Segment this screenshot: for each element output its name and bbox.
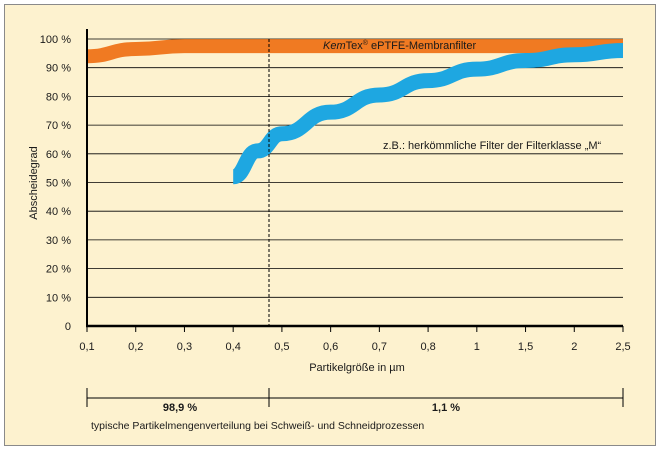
series-layer bbox=[86, 39, 624, 185]
grid-lines bbox=[87, 38, 623, 298]
x-tick-label: 0,8 bbox=[420, 341, 435, 353]
x-tick-label: 0,6 bbox=[323, 341, 338, 353]
y-tick-label: 20 % bbox=[46, 264, 71, 276]
x-tick-label: 0,2 bbox=[128, 341, 143, 353]
distribution-right-value: 1,1 % bbox=[432, 402, 460, 414]
x-tick-label: 0,4 bbox=[226, 341, 241, 353]
distribution-bar: 98,9 % 1,1 % typische Partikelmengenvert… bbox=[86, 388, 624, 432]
x-tick-label: 2 bbox=[571, 341, 577, 353]
y-tick-label: 0 bbox=[65, 321, 71, 333]
x-tick-label: 0,3 bbox=[177, 341, 192, 353]
axes bbox=[86, 29, 623, 328]
legend-m-filter: z.B.: herkömmliche Filter der Filterklas… bbox=[383, 140, 602, 152]
y-axis-label: Abscheidegrad bbox=[28, 146, 40, 219]
chart-svg: 0 10 % 20 % 30 % 40 % 50 % 60 % 70 % 80 % 90 % 100… bbox=[28, 29, 631, 432]
y-tick-label: 30 % bbox=[46, 235, 71, 247]
distribution-caption: typische Partikelmengenverteilung bei Sc… bbox=[91, 420, 424, 432]
y-tick-label: 50 % bbox=[46, 178, 71, 190]
series-kemtex-band bbox=[86, 39, 623, 64]
y-tick-labels: 0 10 % 20 % 30 % 40 % 50 % 60 % 70 % 80 % 90 % 100… bbox=[40, 34, 71, 333]
chart-frame: 0 10 % 20 % 30 % 40 % 50 % 60 % 70 % 80 % 90 % 100… bbox=[4, 4, 656, 446]
x-tick-label: 0,5 bbox=[274, 341, 289, 353]
y-tick-label: 90 % bbox=[46, 63, 71, 75]
legend-kemtex: KemTex® ePTFE-Membranfilter bbox=[323, 39, 476, 52]
y-tick-label: 70 % bbox=[46, 120, 71, 132]
y-tick-label: 100 % bbox=[40, 34, 71, 46]
x-axis-label: Partikelgröße in µm bbox=[309, 362, 405, 374]
x-tick-label: 2,5 bbox=[615, 341, 630, 353]
x-tick-label: 0,1 bbox=[79, 341, 94, 353]
x-tick-label: 1,5 bbox=[518, 341, 533, 353]
x-tick-labels: 0,1 0,2 0,3 0,4 0,5 0,6 0,7 0,8 1 1,5 2 2,5 bbox=[79, 326, 631, 353]
y-tick-label: 80 % bbox=[46, 91, 71, 103]
y-tick-label: 60 % bbox=[46, 149, 71, 161]
y-tick-label: 40 % bbox=[46, 206, 71, 218]
series-m-filter-band bbox=[231, 42, 624, 185]
x-tick-label: 1 bbox=[474, 341, 480, 353]
x-tick-label: 0,7 bbox=[372, 341, 387, 353]
y-tick-label: 10 % bbox=[46, 292, 71, 304]
distribution-left-value: 98,9 % bbox=[163, 402, 197, 414]
